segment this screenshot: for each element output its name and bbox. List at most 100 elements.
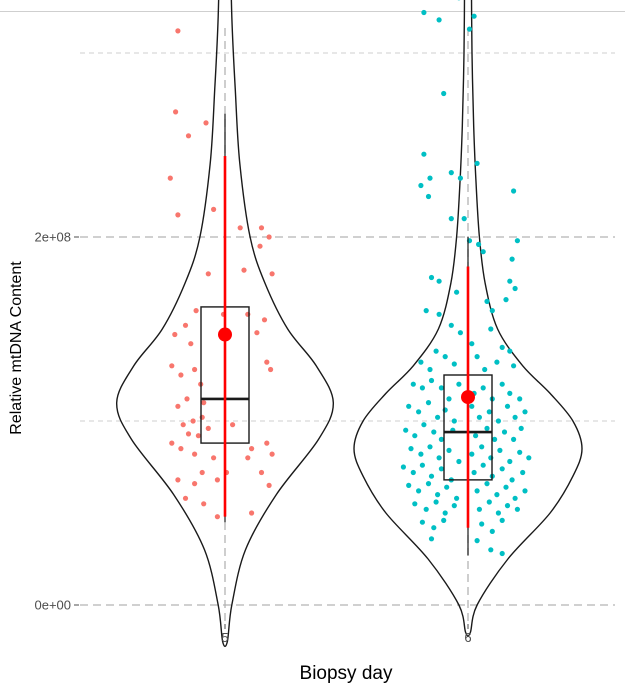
- data-point: [435, 492, 441, 498]
- data-point: [451, 503, 457, 509]
- data-point: [203, 120, 209, 126]
- data-point: [509, 256, 515, 262]
- data-point: [488, 326, 494, 332]
- data-point: [497, 447, 503, 453]
- data-point: [400, 464, 406, 470]
- data-point: [448, 216, 454, 222]
- data-point: [254, 330, 260, 336]
- data-point: [214, 477, 220, 483]
- data-point: [504, 403, 511, 409]
- data-point: [180, 422, 186, 428]
- data-point: [473, 433, 479, 439]
- mean-marker: [218, 327, 232, 342]
- data-point: [499, 344, 505, 350]
- y-axis-title: Relative mtDNA Content: [8, 261, 25, 435]
- data-point: [421, 151, 427, 157]
- data-point: [421, 9, 427, 16]
- data-point: [403, 427, 409, 433]
- data-point: [471, 469, 477, 476]
- data-point: [444, 484, 450, 490]
- data-point: [486, 409, 492, 415]
- violin-outline: [353, 0, 583, 637]
- data-point: [192, 451, 198, 457]
- data-point: [436, 278, 442, 284]
- data-point: [423, 308, 429, 314]
- data-point: [495, 418, 501, 424]
- data-point: [416, 409, 422, 415]
- data-point: [456, 381, 462, 387]
- data-point: [425, 193, 432, 200]
- data-point: [438, 466, 444, 472]
- data-point: [419, 385, 425, 391]
- data-point: [448, 322, 454, 328]
- data-point: [433, 348, 439, 354]
- data-point: [512, 495, 518, 501]
- data-point: [178, 372, 184, 378]
- data-point: [499, 517, 505, 524]
- data-point: [448, 170, 454, 176]
- data-point: [427, 444, 433, 450]
- data-point: [441, 90, 447, 97]
- data-point: [421, 422, 427, 428]
- data-point: [412, 501, 418, 507]
- data-point: [514, 238, 521, 244]
- data-point: [517, 449, 523, 455]
- data-point: [457, 175, 463, 181]
- data-point: [406, 482, 412, 488]
- data-point: [479, 521, 485, 527]
- data-point: [416, 488, 422, 494]
- data-point: [205, 271, 211, 277]
- data-point: [466, 26, 473, 32]
- data-point: [476, 506, 482, 512]
- data-point: [499, 550, 505, 557]
- x-tick-label: 5: [221, 630, 228, 645]
- data-point: [441, 517, 447, 524]
- data-point: [492, 436, 498, 442]
- data-point: [474, 538, 480, 544]
- data-point: [517, 396, 523, 402]
- gridlines: [80, 28, 615, 622]
- data-point: [185, 133, 192, 139]
- data-point: [436, 311, 442, 317]
- data-point: [419, 519, 425, 525]
- data-point: [264, 359, 270, 365]
- data-point: [476, 414, 482, 420]
- data-point: [266, 482, 272, 488]
- data-point: [474, 160, 480, 166]
- data-point: [507, 348, 513, 354]
- violins: [115, 0, 583, 648]
- data-point: [451, 361, 457, 367]
- data-point: [428, 536, 435, 542]
- data-point: [442, 510, 448, 516]
- data-point: [427, 366, 433, 373]
- data-point: [418, 182, 424, 189]
- data-point: [237, 225, 243, 231]
- data-point: [514, 506, 521, 512]
- data-point: [178, 446, 184, 452]
- data-point: [214, 514, 220, 520]
- data-point: [406, 403, 412, 409]
- data-point: [469, 451, 475, 457]
- data-point: [436, 17, 442, 23]
- data-point: [199, 469, 205, 476]
- data-point: [446, 447, 452, 453]
- data-point: [169, 440, 175, 446]
- data-point: [474, 488, 480, 494]
- data-point: [427, 175, 433, 181]
- data-point: [499, 381, 505, 387]
- data-point: [201, 400, 207, 406]
- data-point: [169, 363, 175, 369]
- data-point: [268, 366, 274, 373]
- data-point: [172, 331, 178, 338]
- data-point: [425, 400, 432, 406]
- data-point: [484, 298, 490, 304]
- data-point: [495, 510, 501, 516]
- data-point: [188, 341, 194, 347]
- data-point: [428, 377, 435, 384]
- x-tick-label: 6: [464, 630, 471, 645]
- data-point: [482, 366, 488, 373]
- data-point: [461, 216, 467, 222]
- data-point: [425, 481, 432, 487]
